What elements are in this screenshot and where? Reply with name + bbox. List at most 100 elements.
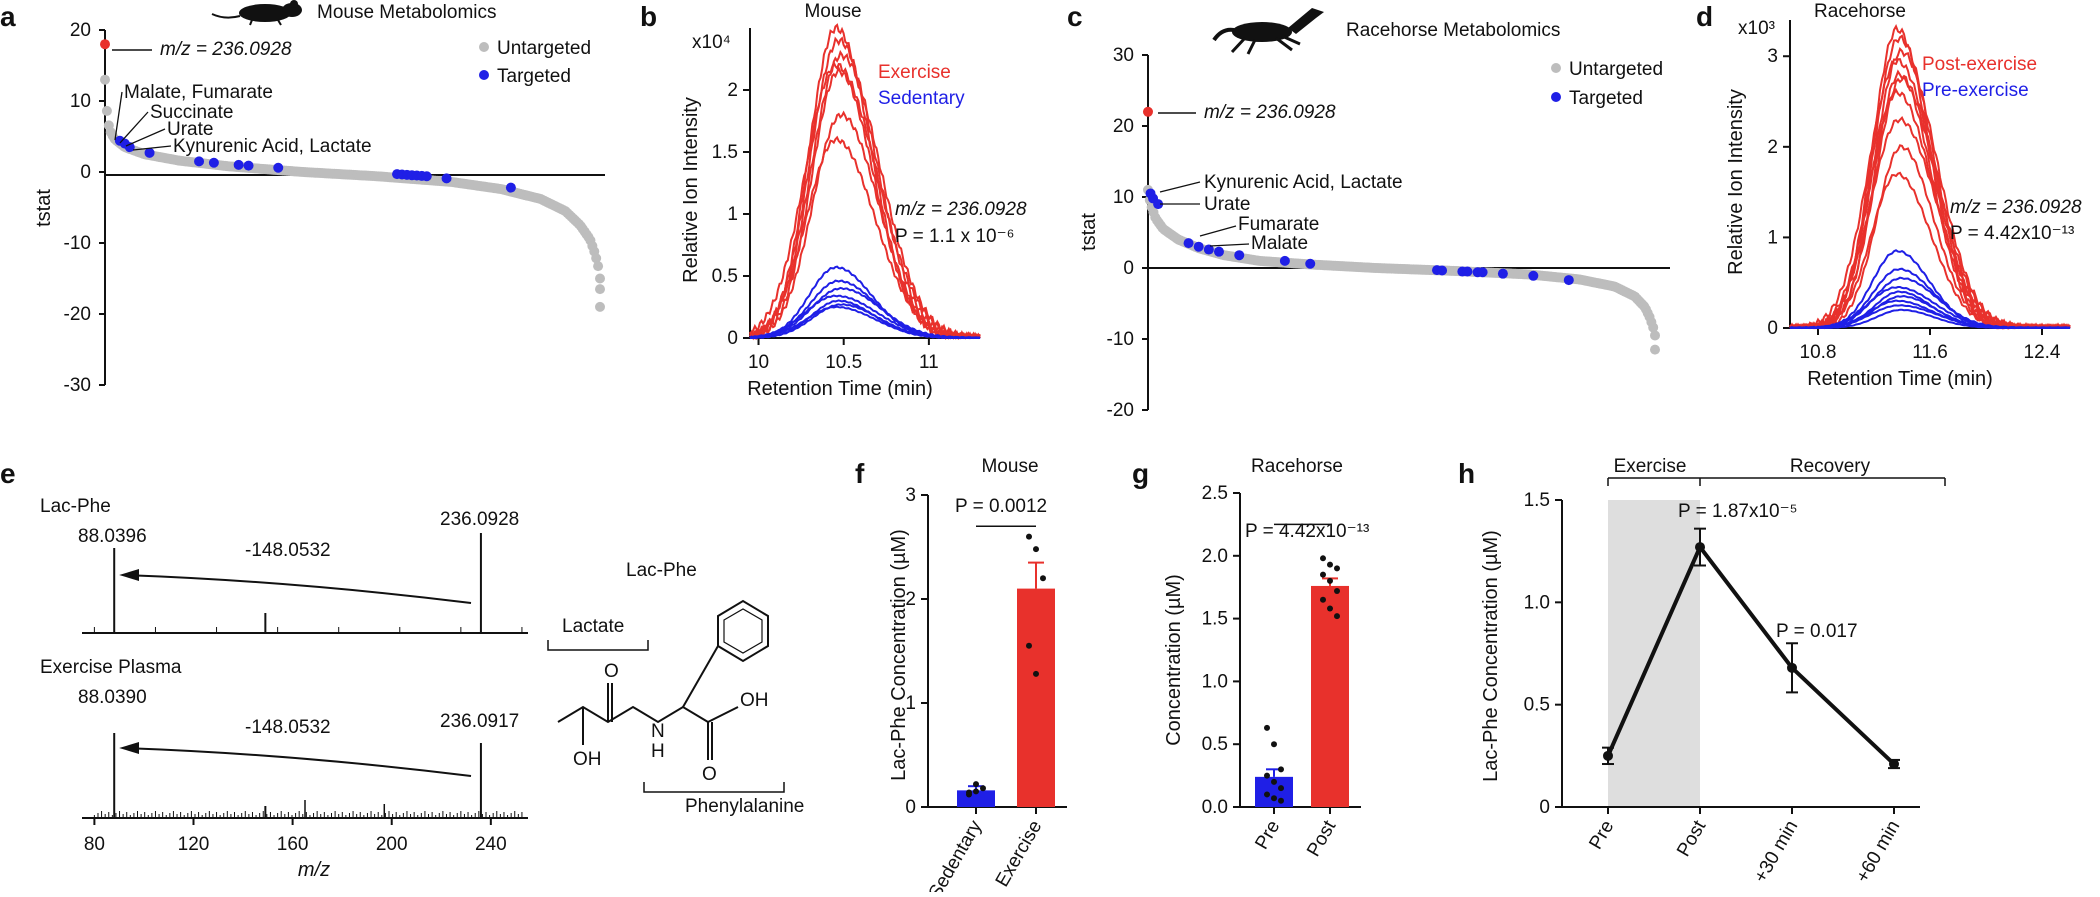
y-tick-label: 20 [70,20,91,41]
x-tick-label: 10.8 [1800,342,1837,363]
trace-exercise [749,135,980,340]
panel-c-highlight-label: m/z = 236.0928 [1204,102,1336,123]
time-point [1889,759,1899,770]
panel-d-traces [1789,23,2071,330]
y-tick-label: 2 [1767,137,1778,158]
x-tick-label: Pre [1585,817,1618,853]
x-tick-label: Post [1303,816,1341,860]
x-tick-label: 11.6 [1912,342,1948,363]
panel-label-a: a [0,1,16,32]
panel-c-y-ticks: 30 20 10 0 -10 -20 [1107,45,1148,421]
panel-a-points [100,39,605,312]
spectrum-2-peak-left: 88.0390 [78,687,147,708]
panel-b-legend-exercise: Exercise [878,62,951,83]
bar-exercise [1017,588,1055,807]
untargeted-point [595,301,605,312]
annotation-succinate: Succinate [150,102,233,123]
targeted-point [194,156,205,167]
panel-d-legend-post: Post-exercise [1922,54,2037,75]
legend-untargeted: Untargeted [497,38,591,59]
data-point [1026,642,1032,649]
data-point [1271,795,1277,802]
bar-post [1311,585,1349,807]
targeted-point [1497,268,1508,279]
panel-b-legend-sedentary: Sedentary [878,88,965,109]
x-tick-label: 10.5 [825,352,862,373]
highlighted-point [100,39,110,50]
data-point [1040,575,1046,582]
untargeted-point [101,105,112,116]
targeted-point [1213,246,1224,257]
panel-f-pvalue: P = 0.0012 [955,496,1047,517]
targeted-point [1153,199,1164,210]
panel-g-title: Racehorse [1251,456,1343,477]
legend-marker-untargeted [1551,63,1561,73]
panel-c-ylabel: tstat [1078,213,1100,251]
structure-label-lactate: Lactate [562,616,624,637]
panel-c-title: Racehorse Metabolomics [1346,20,1560,41]
y-tick-label: 2 [905,589,916,610]
atom-label: O [604,661,619,682]
y-tick-label: 1.0 [1202,671,1228,692]
panel-a-ylabel: tstat [33,189,55,227]
y-tick-label: 2 [727,80,738,101]
x-tick-label: 160 [277,834,309,855]
atom-label: OH [573,749,602,770]
targeted-point [1234,250,1245,261]
trace-pre-exercise [1789,308,2071,330]
y-tick-label: 0 [1767,318,1778,339]
x-tick-label: 10 [748,352,769,373]
data-point [1264,791,1270,798]
y-tick-label: 2.0 [1202,546,1228,567]
panel-h-time-course: h 0 0.5 1.0 1.5 Pre Post +30 min +60 min Lac-Ph… [1458,456,1946,886]
panel-e-spectra-plot: 80 120 160 200 240 [82,533,528,855]
panel-label-b: b [640,1,657,32]
highlighted-point [1143,106,1153,117]
data-point [1320,571,1326,578]
y-tick-label: 1.0 [1524,592,1550,613]
targeted-point [243,160,254,171]
x-tick-label: Pre [1251,817,1284,853]
panel-a-legend: Untargeted Targeted [479,38,591,87]
untargeted-point [1648,322,1659,333]
legend-marker-targeted [1551,92,1561,102]
panel-f-plot: 0 1 2 3 Sedentary Exercise [905,485,1067,897]
y-tick-label: 3 [1767,46,1778,67]
targeted-point [441,173,452,184]
panel-b-multiplier: x10⁴ [692,32,731,53]
spectrum-1-name: Lac-Phe [40,496,111,517]
panel-b-annotation-mz: m/z = 236.0928 [895,199,1027,220]
y-tick-label: 0 [727,328,738,349]
annotation-urate: Urate [1204,194,1250,215]
untargeted-point [1650,344,1660,355]
mouse-silhouette-icon [211,0,302,26]
time-point [1695,542,1705,553]
data-point [1271,741,1277,748]
panel-h-phase-exercise: Exercise [1614,456,1687,477]
y-tick-label: 10 [1113,187,1134,208]
arrow-head [119,569,139,581]
data-point [1026,533,1032,540]
legend-marker-untargeted [479,42,489,52]
y-tick-label: 0.0 [1202,797,1228,818]
panel-d-racehorse-chromatogram: d Racehorse x10³ 10.8 11.6 12.4 0 1 2 3 Retent… [1696,1,2082,390]
x-tick-label: Sedentary [925,817,987,892]
targeted-point [505,182,516,193]
data-point [1278,797,1284,804]
atom-label: O [702,764,717,785]
panel-c-annotations: Kynurenic Acid, Lactate Urate Fumarate M… [1159,172,1403,254]
x-tick-label: +60 min [1852,817,1904,886]
horse-silhouette-icon [1212,8,1324,55]
data-point [1271,778,1277,785]
panel-h-plot: 0 0.5 1.0 1.5 Pre Post +30 min +60 min [1524,490,1920,886]
x-tick-label: 11 [919,352,939,373]
annotation-malate: Malate [1251,233,1308,254]
targeted-point [1305,258,1316,269]
y-tick-label: 2.5 [1202,483,1228,504]
annotation-kynurenic-lactate: Kynurenic Acid, Lactate [1204,172,1403,193]
untargeted-point [100,74,110,85]
structure-title: Lac-Phe [626,560,697,581]
panel-a-highlight-label: m/z = 236.0928 [160,39,292,60]
annotation-fumarate: Fumarate [1238,214,1319,235]
data-point [1327,577,1333,584]
